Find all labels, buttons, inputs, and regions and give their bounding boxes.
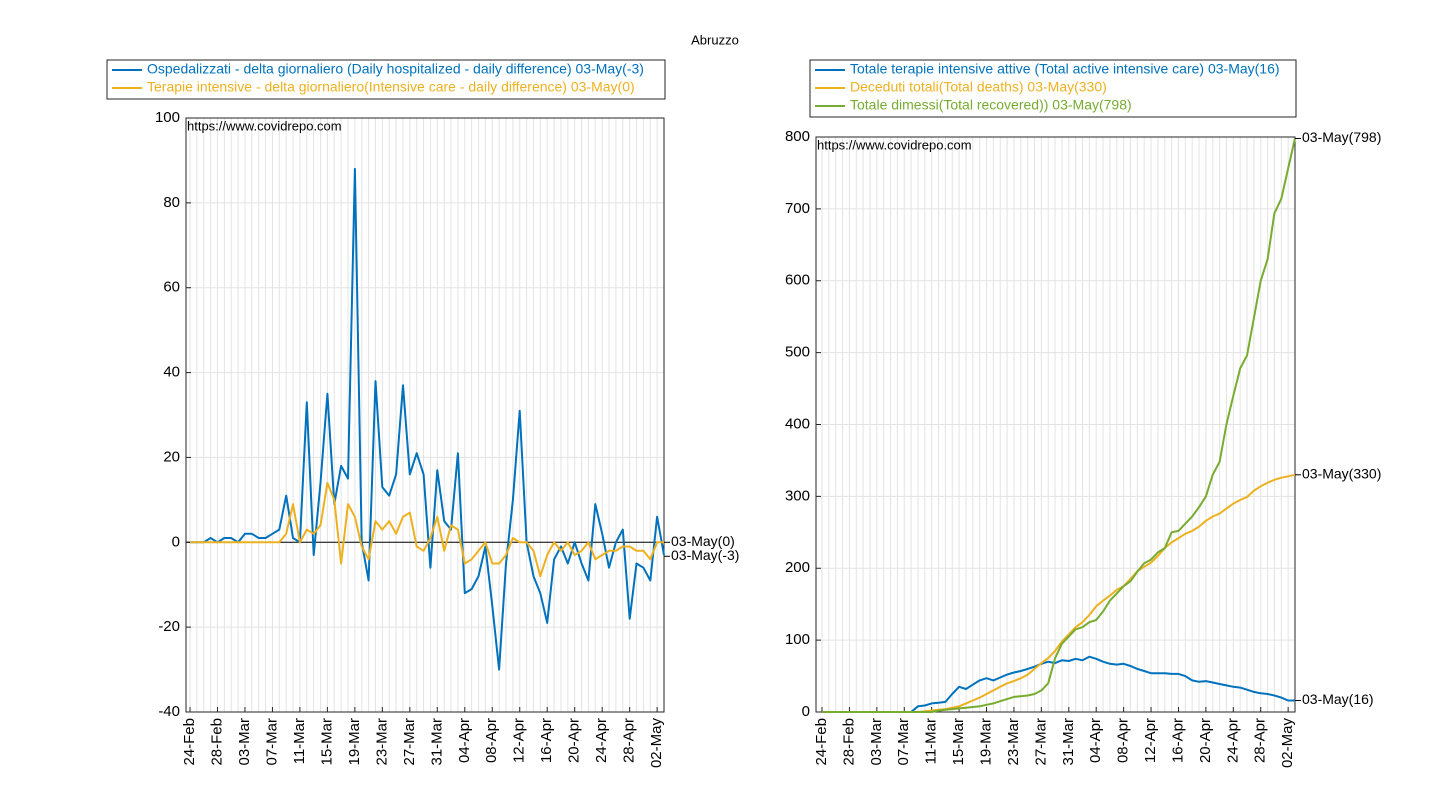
- x-tick-label: 03-Mar: [868, 718, 885, 766]
- x-tick-label: 04-Apr: [1087, 718, 1104, 763]
- x-tick-label: 19-Mar: [977, 718, 994, 766]
- end-label: 03-May(-3): [671, 547, 739, 563]
- y-tick-label: 20: [163, 448, 180, 465]
- y-tick-label: 0: [172, 533, 180, 550]
- x-tick-label: 24-Feb: [813, 718, 830, 766]
- legend-label: Totale dimessi(Total recovered)) 03-May(…: [850, 97, 1132, 113]
- x-tick-label: 07-Mar: [895, 718, 912, 766]
- legend-box: [809, 59, 1297, 118]
- y-tick-label: 800: [785, 128, 810, 145]
- x-tick-label: 02-May: [648, 718, 665, 769]
- legend: Ospedalizzati - delta giornaliero (Daily…: [106, 59, 666, 100]
- annotation: https://www.covidrepo.com: [187, 118, 342, 133]
- x-tick-label: 27-Mar: [401, 718, 418, 766]
- end-label: 03-May(0): [671, 533, 735, 549]
- y-tick-label: 700: [785, 200, 810, 217]
- x-tick-label: 04-Apr: [456, 718, 473, 763]
- x-tick-label: 08-Apr: [483, 718, 500, 763]
- end-label: 03-May(798): [1302, 129, 1381, 145]
- y-tick-label: -20: [158, 618, 180, 635]
- x-tick-label: 15-Mar: [318, 718, 335, 766]
- y-tick-label: 400: [785, 415, 810, 432]
- x-tick-label: 12-Apr: [1142, 718, 1159, 763]
- axes-box: [815, 136, 1296, 713]
- x-tick-label: 24-Apr: [1224, 718, 1241, 763]
- y-tick-label: 300: [785, 487, 810, 504]
- y-tick-label: -40: [158, 703, 180, 720]
- x-tick-label: 07-Mar: [263, 718, 280, 766]
- y-tick-label: 80: [163, 194, 180, 211]
- series-line: [190, 167, 665, 671]
- y-tick-label: 0: [802, 703, 810, 720]
- annotation: https://www.covidrepo.com: [817, 137, 972, 152]
- y-tick-label: 600: [785, 272, 810, 289]
- series-line: [822, 138, 1296, 713]
- y-tick-label: 500: [785, 344, 810, 361]
- x-tick-label: 24-Apr: [593, 718, 610, 763]
- x-tick-label: 24-Feb: [181, 718, 198, 766]
- y-tick-label: 100: [155, 109, 180, 126]
- x-tick-label: 20-Apr: [566, 718, 583, 763]
- x-tick-label: 16-Apr: [538, 718, 555, 763]
- x-tick-label: 03-Mar: [236, 718, 253, 766]
- axes-box: [185, 117, 665, 713]
- y-tick-label: 60: [163, 279, 180, 296]
- x-tick-label: 31-Mar: [428, 718, 445, 766]
- x-tick-label: 23-Mar: [373, 718, 390, 766]
- y-tick-label: 200: [785, 559, 810, 576]
- x-tick-label: 02-May: [1279, 718, 1296, 769]
- legend-label: Totale terapie intensive attive (Total a…: [850, 61, 1280, 77]
- legend-label: Terapie intensive - delta giornaliero(In…: [147, 79, 635, 95]
- x-tick-label: 31-Mar: [1060, 718, 1077, 766]
- x-tick-label: 12-Apr: [511, 718, 528, 763]
- end-label: 03-May(16): [1302, 691, 1374, 707]
- x-tick-label: 15-Mar: [950, 718, 967, 766]
- x-tick-label: 16-Apr: [1169, 718, 1186, 763]
- plot-area: [186, 118, 664, 712]
- series-line: [190, 481, 664, 578]
- legend-label: Ospedalizzati - delta giornaliero (Daily…: [147, 61, 644, 77]
- x-tick-label: 11-Mar: [291, 718, 308, 764]
- x-tick-label: 28-Apr: [1252, 718, 1269, 763]
- x-tick-label: 20-Apr: [1197, 718, 1214, 763]
- x-tick-label: 23-Mar: [1005, 718, 1022, 766]
- legend: Totale terapie intensive attive (Total a…: [809, 59, 1297, 118]
- y-tick-label: 100: [785, 631, 810, 648]
- x-tick-label: 19-Mar: [346, 718, 363, 766]
- x-tick-label: 11-Mar: [923, 718, 940, 764]
- x-tick-label: 27-Mar: [1032, 718, 1049, 766]
- legend-box: [106, 59, 666, 100]
- x-tick-label: 28-Apr: [621, 718, 638, 763]
- x-tick-label: 28-Feb: [840, 718, 857, 766]
- y-tick-label: 40: [163, 364, 180, 381]
- figure-title: Abruzzo: [691, 32, 739, 47]
- x-tick-label: 28-Feb: [208, 718, 225, 766]
- x-tick-label: 08-Apr: [1115, 718, 1132, 763]
- legend-label: Deceduti totali(Total deaths) 03-May(330…: [850, 79, 1107, 95]
- end-label: 03-May(330): [1302, 466, 1381, 482]
